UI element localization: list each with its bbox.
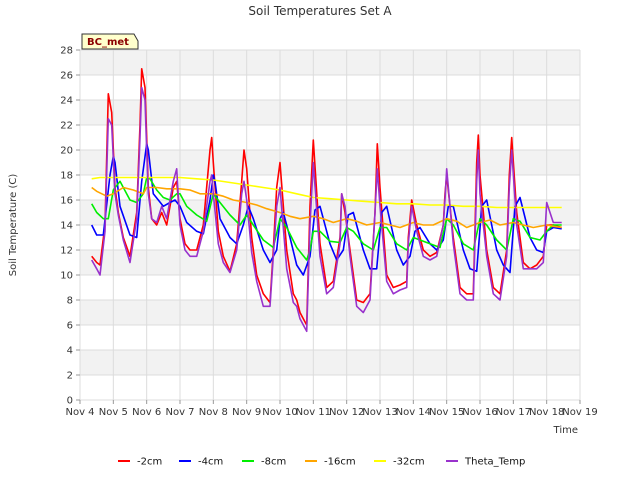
plot-band [80,250,580,275]
station-label-box: BC_met [81,33,139,50]
y-tick-label: 18 [60,171,73,182]
y-tick-label: 20 [60,146,73,157]
station-label: BC_met [87,37,129,48]
chart-title: Soil Temperatures Set A [248,4,392,18]
y-tick-label: 22 [60,121,73,132]
x-tick-label: Nov 17 [496,407,531,418]
plot-band [80,350,580,375]
y-tick-label: 26 [60,71,73,82]
y-tick-label: 0 [67,396,73,407]
legend-label-4cm: -4cm [198,457,223,468]
x-tick-label: Nov 14 [396,407,431,418]
x-axis: Nov 4 Nov 5 Nov 6 Nov 7 Nov 8 Nov 9 Nov 10Nov … [65,400,598,418]
x-tick-label: Nov 8 [199,407,228,418]
y-tick-label: 16 [60,196,73,207]
plot-band [80,50,580,75]
station-label-background [81,33,139,50]
y-tick-label: 28 [60,46,73,57]
x-tick-label: Nov 15 [429,407,464,418]
legend-label-2cm: -2cm [137,457,162,468]
y-axis-title: Soil Temperature (C) [8,174,19,277]
x-tick-label: Nov 4 [65,407,94,418]
y-tick-label: 6 [67,321,73,332]
x-tick-label: Nov 12 [329,407,364,418]
x-tick-label: Nov 19 [562,407,597,418]
legend-label-16cm: -16cm [324,457,356,468]
x-tick-label: Nov 18 [529,407,564,418]
series-line-thetatemp [91,86,562,333]
legend: -2cm -4cm -8cm -16cm -32cm Theta_Temp [118,457,525,468]
x-tick-label: Nov 13 [362,407,397,418]
legend-label-thetatemp: Theta_Temp [464,457,525,468]
x-tick-label: Nov 11 [296,407,331,418]
x-tick-label: Nov 5 [99,407,128,418]
plot-band [80,100,580,125]
series-layer [90,68,562,333]
series-line-32cm [91,176,562,209]
y-tick-label: 12 [60,246,73,257]
y-tick-label: 24 [60,96,73,107]
legend-label-32cm: -32cm [393,457,425,468]
x-tick-label: Nov 10 [262,407,297,418]
x-axis-title: Time [553,425,578,436]
x-tick-label: Nov 16 [462,407,497,418]
y-tick-label: 4 [67,346,73,357]
y-tick-label: 14 [60,221,73,232]
plot-band [80,150,580,175]
x-tick-label: Nov 9 [232,407,261,418]
x-tick-label: Nov 7 [165,407,194,418]
legend-label-8cm: -8cm [261,457,286,468]
plot-band [80,300,580,325]
y-tick-label: 2 [67,371,73,382]
series-line-16cm [91,186,562,229]
y-tick-label: 8 [67,296,73,307]
x-tick-label: Nov 6 [132,407,161,418]
y-tick-label: 10 [60,271,73,282]
